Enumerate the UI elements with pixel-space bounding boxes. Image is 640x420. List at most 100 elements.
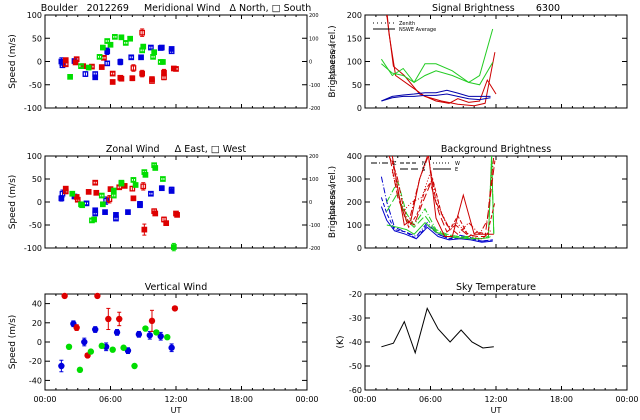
x-tick-label: 00:00: [33, 395, 56, 404]
data-point-green: [164, 334, 171, 341]
y-tick-label: 50: [352, 81, 362, 90]
x-tick-label: 06:00: [99, 395, 122, 404]
data-point-green: [100, 201, 106, 208]
y-axis-label: Speed (m/s): [8, 315, 18, 370]
y-tick-label: 40: [32, 300, 42, 309]
legend-label: W: [455, 161, 460, 167]
data-point-blue: [157, 333, 164, 340]
y-tick-label: -50: [349, 362, 362, 371]
data-point-green: [87, 348, 95, 355]
legend-label: Zenith: [399, 21, 415, 27]
y2-tick-label: -100: [309, 223, 320, 229]
data-point-green: [107, 41, 114, 48]
series-line-blue-zenith: [381, 89, 491, 102]
data-point-red: [163, 220, 170, 227]
series-line-red-W: [391, 170, 492, 240]
y-tick-label: 200: [347, 198, 362, 207]
series-line-green-avg: [381, 62, 494, 86]
data-point-green: [100, 44, 106, 51]
data-point-green: [152, 165, 159, 171]
series-line-red-S: [389, 158, 496, 237]
y-tick-label: -30: [349, 314, 362, 323]
data-point-red: [171, 305, 179, 312]
data-point-blue: [168, 188, 175, 194]
y-tick-label: 20: [32, 319, 42, 328]
y-tick-label: 100: [27, 152, 42, 161]
data-point-blue: [92, 71, 99, 77]
series-line-red-E: [391, 156, 494, 237]
chart-title: Background Brightness: [441, 144, 551, 155]
y-tick-label: -100: [24, 104, 42, 113]
data-point-blue: [102, 209, 108, 215]
x-tick-label: 18:00: [230, 395, 253, 404]
data-point-blue: [113, 329, 121, 336]
data-point-red: [105, 315, 112, 323]
series-line-blue-avg: [381, 93, 491, 102]
data-point-red: [141, 226, 148, 233]
data-point-blue: [113, 215, 119, 222]
data-point-green: [151, 49, 158, 56]
data-point-red: [173, 66, 179, 72]
y2-axis-label: Speed (m/s): [330, 184, 337, 220]
data-point-red: [93, 189, 100, 196]
data-point-blue: [81, 338, 88, 346]
y-tick-label: 100: [347, 221, 362, 230]
data-point-blue: [148, 44, 154, 51]
data-point-blue: [146, 332, 153, 339]
data-point-green: [76, 366, 84, 374]
y-tick-label: -50: [29, 221, 42, 230]
data-point-blue: [137, 202, 143, 209]
data-point-blue: [125, 209, 131, 215]
x-tick-label: 00:00: [353, 395, 376, 404]
data-point-red: [74, 196, 81, 203]
data-point-blue: [92, 326, 99, 333]
data-point-red: [92, 179, 99, 186]
legend-label: S: [422, 167, 425, 173]
signal-panel: [364, 14, 628, 109]
y-tick-label: 0: [37, 58, 42, 67]
data-point-blue: [58, 362, 65, 370]
data-point-red: [62, 188, 69, 195]
vertical-panel: [44, 292, 308, 391]
x-axis-label: UT: [491, 406, 502, 415]
data-point-green: [98, 342, 105, 350]
y-tick-label: 300: [347, 175, 362, 184]
y-tick-label: -40: [29, 376, 42, 385]
data-point-red: [109, 70, 116, 77]
data-point-green: [69, 190, 76, 197]
data-point-blue: [92, 210, 99, 217]
chart-title: Boulder 2012269 Meridional Wind Δ North,…: [41, 3, 311, 14]
data-point-red: [109, 79, 116, 85]
y-axis-label: Speed (m/s): [8, 34, 18, 89]
data-point-green: [98, 192, 105, 199]
y2-tick-label: -100: [309, 83, 320, 89]
y-tick-label: 0: [37, 198, 42, 207]
data-point-blue: [103, 197, 109, 204]
chart-title: Sky Temperature: [456, 282, 536, 293]
y-axis-label: Brightness (rel.): [328, 25, 338, 97]
skytemp-panel: [364, 293, 628, 391]
y-axis-label: Brightness (rel.): [328, 166, 338, 238]
y-tick-label: 150: [347, 34, 362, 43]
data-point-red: [129, 75, 136, 82]
data-point-green: [91, 216, 97, 223]
series-line-sky-temperature: [381, 307, 494, 355]
y-tick-label: -60: [349, 386, 362, 395]
y2-tick-label: -200: [309, 246, 320, 252]
y-tick-label: 100: [27, 11, 42, 20]
data-point-green: [130, 177, 137, 183]
data-point-green: [85, 64, 92, 71]
y-tick-label: 0: [357, 244, 362, 253]
data-point-green: [160, 59, 166, 65]
data-point-green: [142, 325, 149, 332]
meridional-panel: [44, 14, 308, 109]
chart-title: Vertical Wind: [145, 282, 207, 293]
data-point-red: [106, 196, 113, 203]
data-point-red: [61, 292, 68, 300]
series-line-red-Z: [388, 156, 495, 236]
legend-label: N: [422, 161, 426, 167]
x-tick-label: 06:00: [419, 395, 442, 404]
data-point-red: [62, 61, 69, 68]
series-line-red-avg: [386, 15, 497, 104]
